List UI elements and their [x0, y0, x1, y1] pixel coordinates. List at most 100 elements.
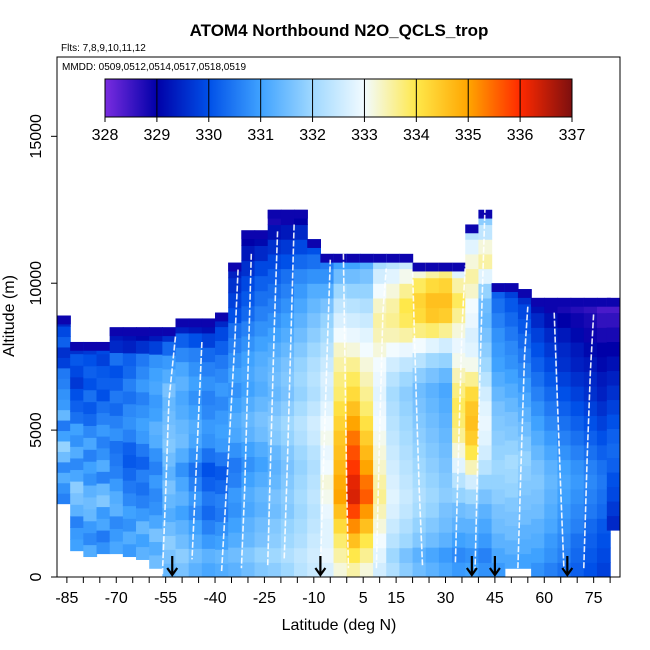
heatmap-cell [386, 503, 401, 519]
heatmap-cell [307, 386, 321, 402]
heatmap-cell [425, 397, 440, 413]
heatmap-cell [70, 365, 84, 378]
heatmap-cell [307, 312, 321, 328]
heatmap-cell [596, 547, 611, 563]
heatmap-cell [583, 518, 598, 534]
heatmap-cell [201, 375, 216, 391]
heatmap-cell [70, 481, 84, 494]
heatmap-cell [175, 505, 190, 521]
heatmap-cell [83, 437, 98, 450]
heatmap-cell [109, 364, 124, 379]
heatmap-cell [280, 268, 295, 284]
heatmap-cell [606, 370, 620, 386]
heatmap-cell [70, 515, 84, 528]
heatmap-cell [267, 415, 282, 431]
heatmap-cell [228, 562, 242, 577]
heatmap-cell [280, 400, 295, 417]
heatmap-cell [478, 488, 493, 505]
heatmap-cell [531, 430, 545, 446]
heatmap-cell [478, 400, 493, 417]
heatmap-cell [412, 427, 427, 443]
heatmap-cap-cell [83, 341, 98, 351]
heatmap-cell [201, 419, 216, 434]
heatmap-cap-cell [57, 315, 71, 325]
heatmap-cell [465, 474, 480, 490]
heatmap-cell [267, 253, 282, 270]
heatmap-cell [215, 535, 229, 550]
heatmap-cell [504, 496, 519, 512]
heatmap-cell [425, 502, 440, 518]
heatmap-cell [162, 466, 177, 481]
heatmap-cell [491, 430, 506, 446]
heatmap-cell [478, 444, 493, 461]
heatmap-cell [96, 529, 111, 543]
heatmap-cell [452, 337, 466, 354]
heatmap-cell [109, 490, 124, 504]
heatmap-cap-cell [320, 253, 335, 263]
heatmap-cell [109, 415, 124, 429]
heatmap-cell [465, 532, 480, 549]
heatmap-cell [412, 457, 427, 473]
heatmap-cap-cell [583, 297, 598, 307]
heatmap-cell [346, 356, 361, 372]
dates-subtitle: MMDD: 0509,0512,0514,0517,0518,0519 [62, 62, 246, 73]
heatmap-cell [149, 407, 163, 422]
heatmap-cell [359, 297, 374, 314]
heatmap-cell [70, 457, 84, 471]
x-tick-label: 75 [585, 590, 603, 607]
heatmap-cell [412, 322, 427, 339]
heatmap-cell [201, 433, 216, 449]
heatmap-cell [70, 434, 84, 447]
chart-title: ATOM4 Northbound N2O_QCLS_trop [190, 21, 489, 40]
heatmap-cell [57, 367, 71, 379]
heatmap-cell [228, 502, 242, 518]
flight-arrow [166, 556, 179, 577]
heatmap-cell [136, 340, 150, 354]
heatmap-cell [201, 361, 216, 377]
heatmap-cell [544, 488, 559, 505]
heatmap-cell [201, 390, 216, 406]
heatmap-cell [294, 532, 308, 549]
heatmap-cell [504, 539, 519, 555]
colorbar-tick-label: 334 [403, 127, 430, 144]
heatmap-cell [83, 544, 98, 558]
heatmap-cell [359, 386, 374, 402]
heatmap-cell [504, 340, 519, 356]
colorbar: 328 329 330 331 332 333 334 335 336 337 [92, 78, 585, 144]
heatmap-cell [452, 517, 466, 533]
heatmap-cell [333, 474, 348, 490]
heatmap-cell [280, 415, 295, 431]
heatmap-cell [228, 532, 242, 548]
heatmap-cap-cell [438, 262, 453, 272]
heatmap-cell [122, 518, 137, 532]
heatmap-cell [122, 378, 137, 392]
y-tick-label: 10000 [28, 261, 45, 306]
heatmap-cell [254, 320, 269, 337]
flight-arrow-head [561, 567, 574, 577]
heatmap-cell [412, 502, 427, 518]
heatmap-cell [241, 456, 256, 473]
heatmap-cell [438, 367, 453, 383]
heatmap-cell [452, 562, 466, 577]
heatmap-cell [359, 356, 374, 372]
heatmap-cell [359, 547, 374, 563]
heatmap-cell [504, 368, 519, 384]
heatmap-cell [557, 341, 572, 358]
heatmap-cell [254, 426, 269, 442]
heatmap-cell [399, 430, 414, 446]
heatmap-cell [399, 312, 414, 328]
heatmap-cell [346, 459, 361, 475]
heatmap-cell [438, 562, 453, 577]
heatmap-cell [399, 562, 414, 577]
heatmap-cell [412, 532, 427, 548]
heatmap-cell [162, 535, 177, 550]
heatmap-cap-cell [606, 297, 620, 307]
heatmap-cell [478, 297, 493, 314]
heatmap-cell [280, 547, 295, 563]
heatmap-cell [412, 562, 427, 577]
heatmap-cell [606, 384, 620, 401]
flight-track [319, 259, 332, 569]
heatmap-cell [241, 320, 256, 337]
heatmap-cell [215, 382, 229, 397]
heatmap-cell [438, 397, 453, 413]
